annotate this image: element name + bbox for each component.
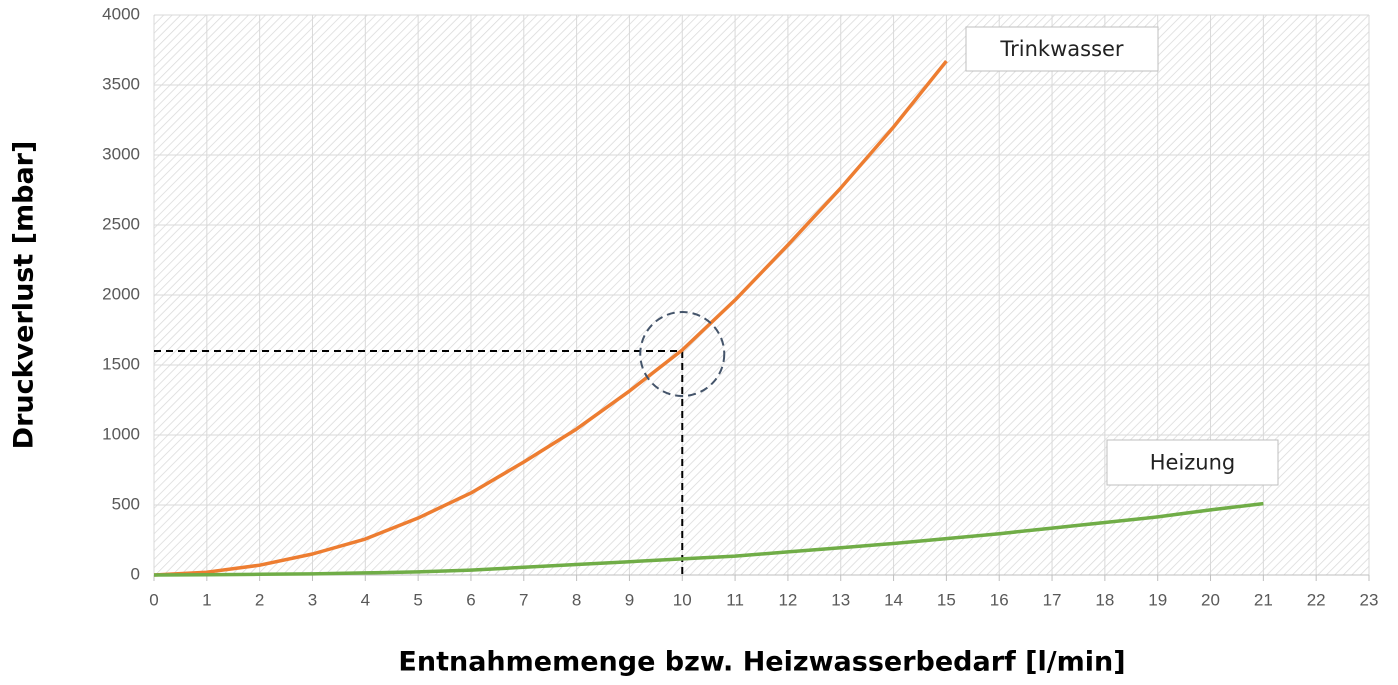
y-tick-label: 1500 [102, 354, 140, 373]
x-tick-label: 9 [625, 590, 634, 609]
x-tick-label: 7 [519, 590, 528, 609]
y-axis-title: Druckverlust [mbar] [9, 141, 40, 450]
x-tick-label: 15 [937, 590, 956, 609]
x-tick-label: 18 [1095, 590, 1114, 609]
x-tick-label: 3 [308, 590, 317, 609]
highlight-circle [639, 311, 726, 397]
x-tick-label: 19 [1148, 590, 1167, 609]
x-tick-label: 16 [990, 590, 1009, 609]
series-label: Trinkwasser [999, 37, 1124, 61]
x-tick-label: 1 [202, 590, 211, 609]
x-tick-label: 4 [361, 590, 370, 609]
series-line [153, 59, 948, 577]
x-tick-label: 5 [413, 590, 422, 609]
series-label-box [1106, 439, 1279, 486]
y-tick-label: 500 [112, 494, 140, 513]
x-axis-title: Entnahmemenge bzw. Heizwasserbedarf [l/m… [398, 647, 1125, 678]
x-tick-label: 17 [1043, 590, 1062, 609]
x-tick-label: 8 [572, 590, 581, 609]
x-tick-label: 12 [778, 590, 797, 609]
y-tick-label: 3500 [102, 74, 140, 93]
x-tick-label: 20 [1201, 590, 1220, 609]
y-tick-label: 1000 [102, 424, 140, 443]
y-tick-label: 0 [131, 564, 140, 583]
x-tick-label: 2 [255, 590, 264, 609]
series-label-box [965, 26, 1159, 72]
x-tick-label: 0 [149, 590, 158, 609]
series-line [153, 501, 1264, 577]
x-tick-label: 14 [884, 590, 903, 609]
x-tick-label: 21 [1254, 590, 1273, 609]
x-tick-label: 22 [1307, 590, 1326, 609]
y-tick-label: 4000 [102, 4, 140, 23]
x-tick-label: 11 [726, 590, 744, 609]
y-tick-label: 3000 [102, 144, 140, 163]
x-tick-label: 6 [466, 590, 475, 609]
x-tick-label: 13 [831, 590, 850, 609]
x-tick-label: 10 [673, 590, 692, 609]
y-tick-label: 2500 [102, 214, 140, 233]
y-tick-label: 2000 [102, 284, 140, 303]
series-label: Heizung [1150, 451, 1236, 475]
x-tick-label: 23 [1360, 590, 1379, 609]
